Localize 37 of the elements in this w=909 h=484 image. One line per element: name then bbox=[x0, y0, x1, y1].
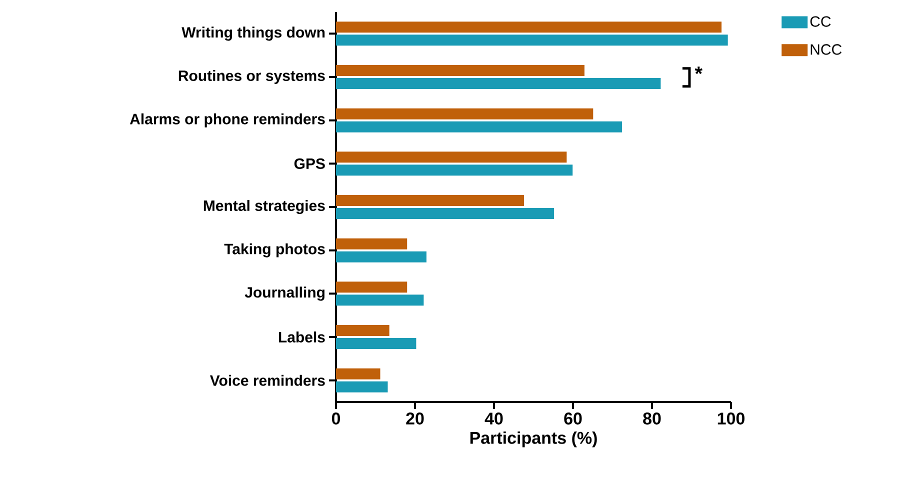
bar bbox=[336, 164, 573, 176]
y-tick-label: Taking photos bbox=[224, 243, 325, 258]
x-tick-label: 40 bbox=[484, 412, 503, 425]
bar bbox=[336, 208, 554, 220]
bar bbox=[336, 325, 390, 336]
bar bbox=[336, 108, 594, 120]
bar bbox=[336, 238, 408, 250]
bar bbox=[336, 152, 567, 163]
y-tick-label: Routines or systems bbox=[178, 70, 325, 84]
bar bbox=[336, 338, 416, 350]
x-tick-label: 80 bbox=[643, 412, 661, 425]
x-tick-label: 0 bbox=[332, 412, 340, 425]
x-tick-label: 20 bbox=[406, 412, 424, 425]
y-tick-label: Mental strategies bbox=[204, 200, 325, 214]
bar bbox=[336, 121, 622, 132]
bar bbox=[336, 381, 388, 392]
bar bbox=[336, 34, 728, 46]
bar bbox=[336, 195, 524, 206]
y-tick-label: Alarms or phone reminders bbox=[130, 113, 325, 128]
x-tick-label: 60 bbox=[564, 412, 582, 425]
y-tick-label: Voice reminders bbox=[210, 374, 325, 386]
x-tick-label: 100 bbox=[718, 412, 744, 425]
bar bbox=[336, 65, 584, 76]
x-axis-title: Participants (%) bbox=[470, 431, 597, 448]
y-tick-label: GPS bbox=[294, 158, 325, 169]
legend-label: NCC bbox=[810, 44, 842, 55]
bar bbox=[336, 22, 722, 33]
legend-label: CC bbox=[810, 16, 831, 27]
bar bbox=[336, 251, 426, 262]
y-tick-label: Labels bbox=[278, 332, 325, 343]
y-tick-label: Journalling bbox=[244, 286, 324, 301]
bar bbox=[336, 282, 408, 293]
bar bbox=[336, 78, 661, 90]
y-tick-label: Writing things down bbox=[182, 26, 325, 41]
annotation: * bbox=[694, 66, 702, 74]
bar bbox=[336, 368, 380, 380]
bar bbox=[336, 294, 424, 306]
